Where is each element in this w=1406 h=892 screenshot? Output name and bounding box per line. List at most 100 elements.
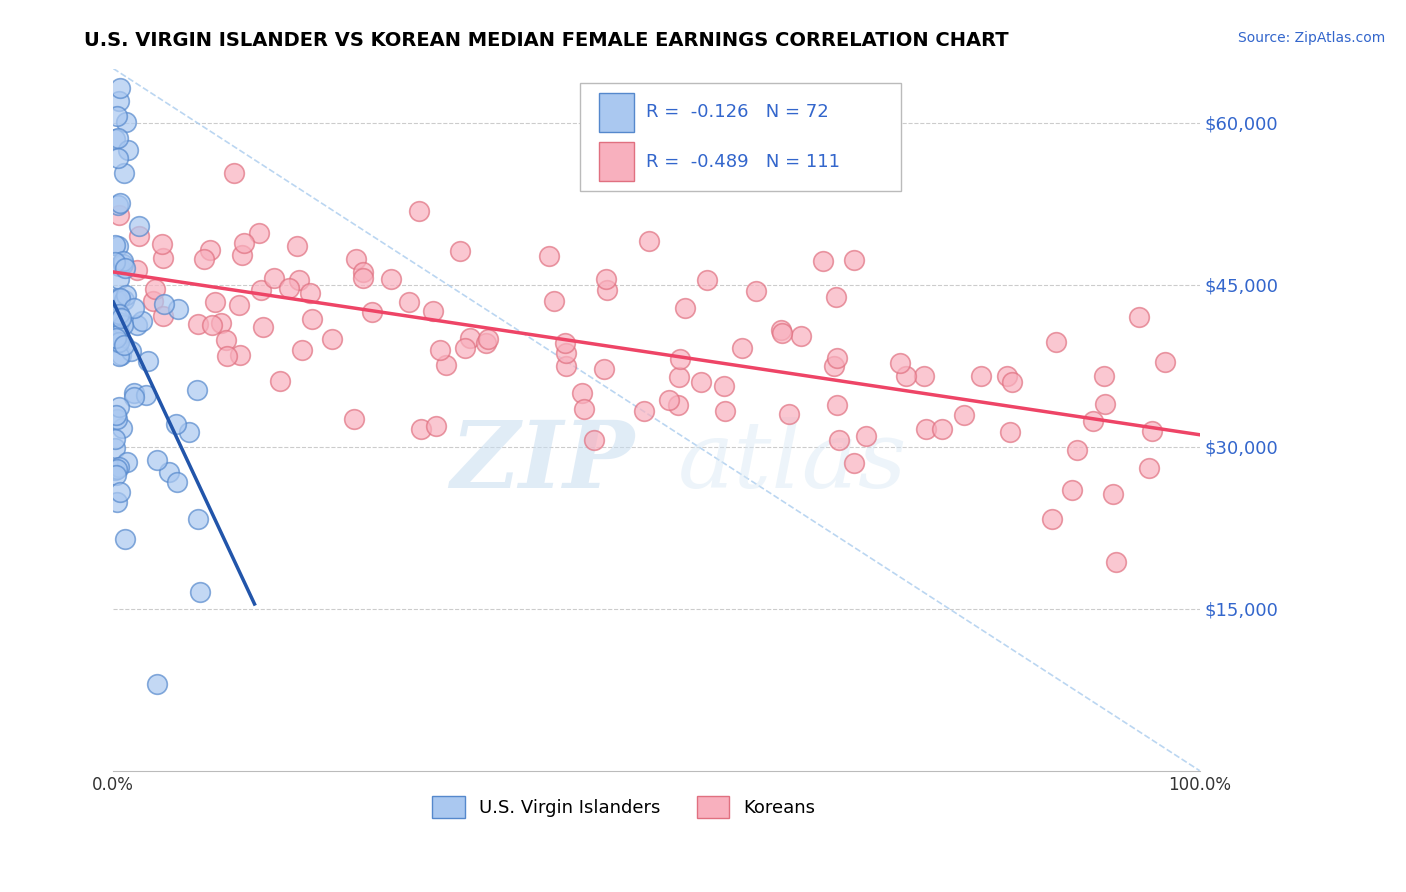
Point [352,270,374,285]
Point [823,359,845,373]
Point [111,421,134,435]
Text: atlas: atlas [678,417,908,507]
Point [108,459,131,474]
Point [343,412,366,426]
Point [894,368,917,383]
Point [104,467,127,482]
Point [107,239,129,253]
Point [828,433,851,447]
Point [537,249,560,263]
Point [107,412,129,426]
Point [915,422,938,436]
Point [104,330,127,344]
Point [187,317,209,331]
Point [638,234,661,248]
Point [145,282,167,296]
Point [1137,461,1160,475]
FancyBboxPatch shape [599,142,634,181]
Point [321,332,343,346]
Point [969,369,991,384]
Point [1105,556,1128,570]
Point [114,261,136,276]
Point [745,285,768,299]
Point [125,318,148,332]
Point [112,166,135,180]
Point [104,432,127,446]
Point [1066,443,1088,458]
Point [157,465,180,479]
Point [186,512,208,526]
Point [380,272,402,286]
Point [201,318,224,333]
Point [344,252,367,267]
Point [166,475,188,489]
Point [475,335,498,350]
Point [811,253,834,268]
Point [152,309,174,323]
Point [449,244,471,258]
Point [153,297,176,311]
Point [128,228,150,243]
Point [107,207,129,221]
Point [252,320,274,334]
Point [668,370,690,384]
Point [200,243,222,257]
Point [889,356,911,370]
Point [1092,368,1115,383]
Point [231,248,253,262]
Point [269,374,291,388]
Point [108,272,131,286]
Point [1060,483,1083,497]
Point [105,291,128,305]
Point [136,354,159,368]
Point [104,441,127,455]
Point [696,273,718,287]
Point [1140,424,1163,438]
Point [250,283,273,297]
Point [778,407,800,421]
Point [770,323,793,337]
Point [572,402,595,417]
Point [422,304,444,318]
FancyBboxPatch shape [599,93,634,132]
Point [114,532,136,546]
Point [673,301,696,316]
Point [110,311,132,326]
Point [104,324,127,338]
Point [713,379,735,393]
Text: R =  -0.126   N = 72: R = -0.126 N = 72 [645,103,828,121]
Point [731,342,754,356]
Point [122,390,145,404]
Point [165,417,187,432]
Point [555,359,578,374]
Point [122,301,145,315]
Point [1094,397,1116,411]
Point [409,422,432,436]
Point [690,375,713,389]
Point [104,255,127,269]
Point [108,334,131,349]
Text: R =  -0.489   N = 111: R = -0.489 N = 111 [645,153,839,171]
Point [108,196,131,211]
Point [222,166,245,180]
Point [108,259,131,273]
Point [105,334,128,349]
Point [301,312,323,326]
Point [228,298,250,312]
Point [108,81,131,95]
Point [714,404,737,418]
Point [120,343,142,358]
Point [952,409,974,423]
Point [408,203,430,218]
Point [352,265,374,279]
Point [107,131,129,145]
Point [117,455,139,469]
Point [112,293,135,307]
Point [429,343,451,357]
Point [112,257,135,271]
Point [107,401,129,415]
Point [167,302,190,317]
Point [592,361,614,376]
Point [844,253,866,268]
Point [1040,512,1063,526]
